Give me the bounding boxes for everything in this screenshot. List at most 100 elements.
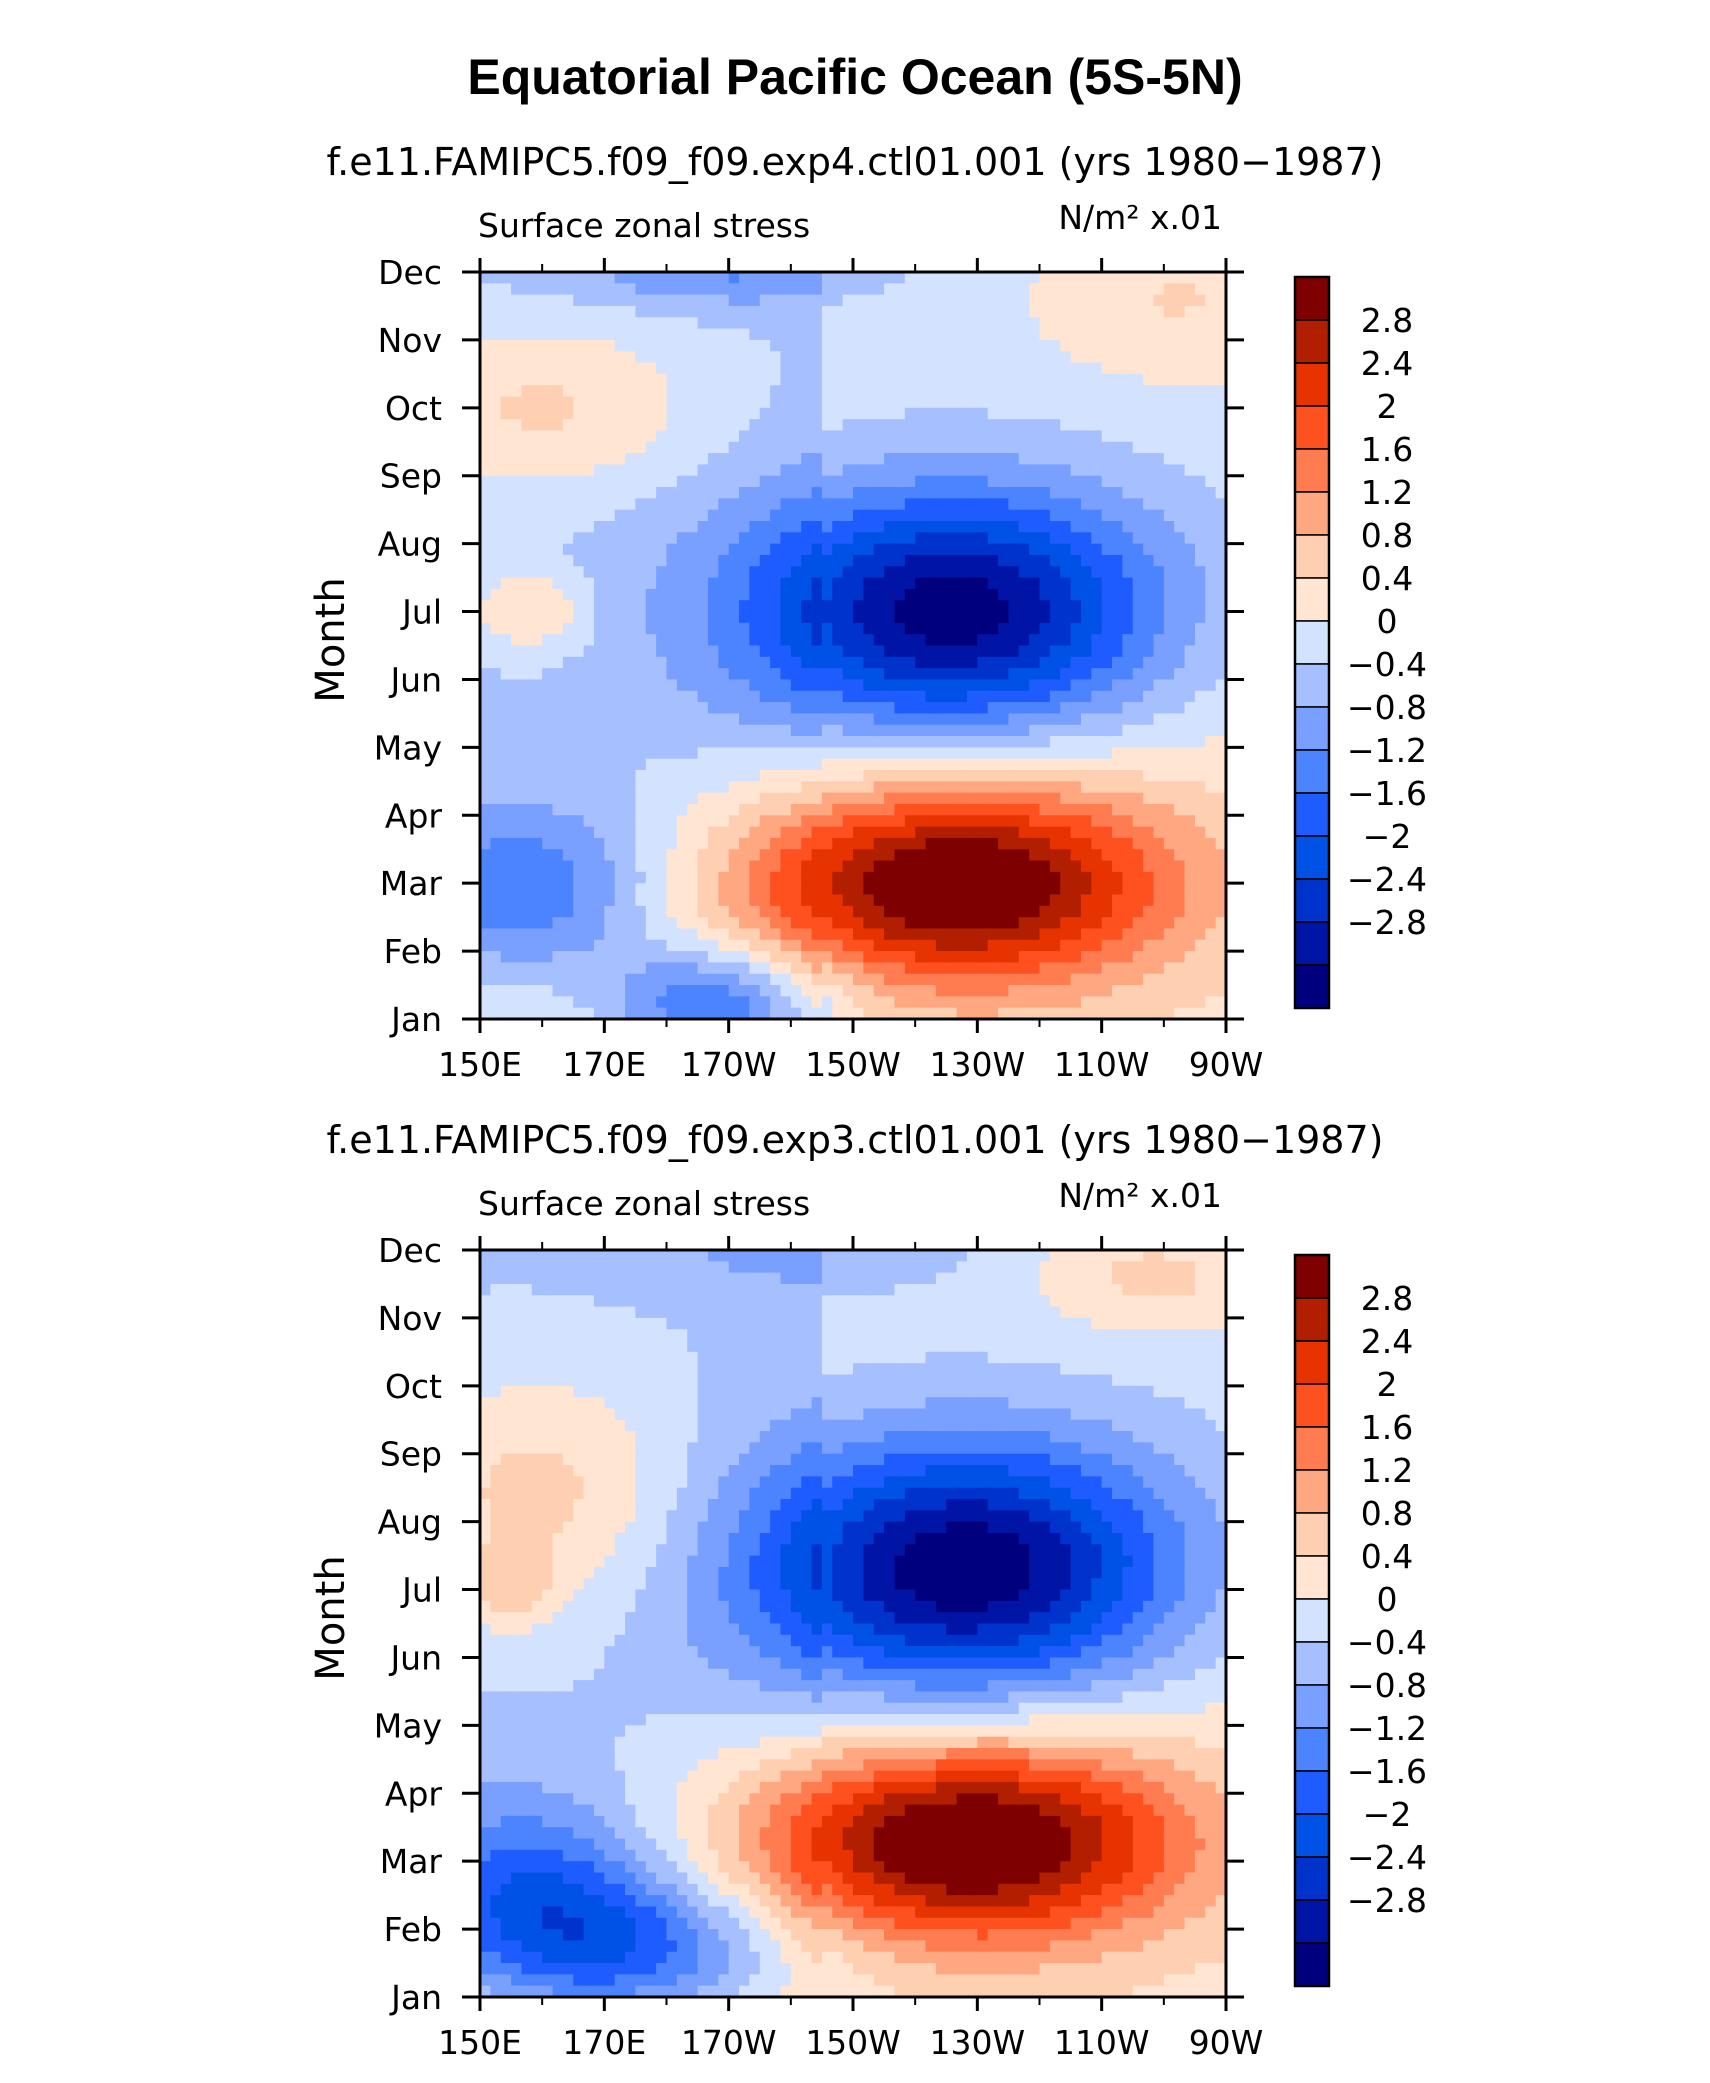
field-cell xyxy=(822,827,833,839)
field-cell xyxy=(501,679,512,691)
field-cell xyxy=(812,917,823,929)
field-cell xyxy=(1205,702,1216,714)
field-cell xyxy=(884,600,895,612)
field-cell xyxy=(718,283,729,295)
field-cell xyxy=(760,747,771,759)
left-string: Surface zonal stress xyxy=(478,1184,810,1223)
field-cell xyxy=(615,838,626,850)
field-cell xyxy=(894,578,905,590)
field-cell xyxy=(760,646,771,658)
field-cell xyxy=(615,295,626,307)
field-cell xyxy=(687,940,698,952)
field-cell xyxy=(801,781,812,793)
contour-field xyxy=(480,272,1227,1020)
field-cell xyxy=(1133,532,1144,544)
field-cell xyxy=(967,329,978,341)
field-cell xyxy=(1081,679,1092,691)
field-cell xyxy=(936,861,947,873)
field-cell xyxy=(718,453,729,465)
field-cell xyxy=(708,442,719,454)
field-cell xyxy=(894,770,905,782)
field-cell xyxy=(553,464,564,476)
field-cell xyxy=(1081,906,1092,918)
field-cell xyxy=(739,623,750,635)
field-cell xyxy=(1185,827,1196,839)
field-cell xyxy=(957,861,968,873)
field-cell xyxy=(1143,476,1154,488)
field-cell xyxy=(1164,385,1175,397)
field-cell xyxy=(1008,996,1019,1008)
field-cell xyxy=(1050,974,1061,986)
field-cell xyxy=(1091,634,1102,646)
field-cell xyxy=(1133,770,1144,782)
field-cell xyxy=(604,544,615,556)
field-cell xyxy=(988,544,999,556)
field-cell xyxy=(584,464,595,476)
field-cell xyxy=(1195,351,1206,363)
field-cell xyxy=(1102,838,1113,850)
field-cell xyxy=(915,306,926,318)
field-cell xyxy=(656,612,667,624)
field-cell xyxy=(594,397,605,409)
field-cell xyxy=(998,770,1009,782)
y-tick-label: Feb xyxy=(384,932,442,971)
field-cell xyxy=(812,374,823,386)
field-cell xyxy=(604,679,615,691)
field-cell xyxy=(635,951,646,963)
field-cell xyxy=(894,532,905,544)
field-cell xyxy=(884,725,895,737)
field-cell xyxy=(1112,974,1123,986)
field-cell xyxy=(998,408,1009,420)
field-cell xyxy=(553,691,564,703)
field-cell xyxy=(604,374,615,386)
field-cell xyxy=(977,464,988,476)
field-cell xyxy=(1081,985,1092,997)
field-cell xyxy=(677,838,688,850)
field-cell xyxy=(1102,544,1113,556)
field-cell xyxy=(1143,996,1154,1008)
colorbar-label: 2.8 xyxy=(1361,301,1413,340)
colorbar-swatch xyxy=(1295,320,1329,363)
field-cell xyxy=(656,374,667,386)
field-cell xyxy=(957,1261,968,1273)
y-tick-label: May xyxy=(374,728,442,767)
field-cell xyxy=(791,928,802,940)
field-cell xyxy=(635,476,646,488)
field-cell xyxy=(563,555,574,567)
field-cell xyxy=(1008,691,1019,703)
field-cell xyxy=(698,487,709,499)
field-cell xyxy=(1029,985,1040,997)
field-cell xyxy=(501,883,512,895)
field-cell xyxy=(812,951,823,963)
field-cell xyxy=(604,340,615,352)
field-cell xyxy=(708,532,719,544)
field-cell xyxy=(1040,397,1051,409)
field-cell xyxy=(1091,951,1102,963)
field-cell xyxy=(760,430,771,442)
field-cell xyxy=(936,781,947,793)
field-cell xyxy=(677,442,688,454)
field-cell xyxy=(977,725,988,737)
field-cell xyxy=(521,442,532,454)
colorbar-label: 1.2 xyxy=(1361,473,1413,512)
field-cell xyxy=(573,996,584,1008)
field-cell xyxy=(812,351,823,363)
field-cell xyxy=(905,736,916,748)
field-cell xyxy=(791,883,802,895)
field-cell xyxy=(760,623,771,635)
field-cell xyxy=(926,883,937,895)
field-cell xyxy=(801,397,812,409)
x-tick-label: 170E xyxy=(562,1045,646,1084)
field-cell xyxy=(1019,928,1030,940)
field-cell xyxy=(843,442,854,454)
field-cell xyxy=(967,272,978,284)
field-cell xyxy=(604,363,615,375)
field-cell xyxy=(1102,962,1113,974)
field-cell xyxy=(1205,363,1216,375)
field-cell xyxy=(1133,962,1144,974)
field-cell xyxy=(791,374,802,386)
field-cell xyxy=(1185,419,1196,431)
field-cell xyxy=(677,363,688,375)
field-cell xyxy=(1174,736,1185,748)
field-cell xyxy=(822,374,833,386)
